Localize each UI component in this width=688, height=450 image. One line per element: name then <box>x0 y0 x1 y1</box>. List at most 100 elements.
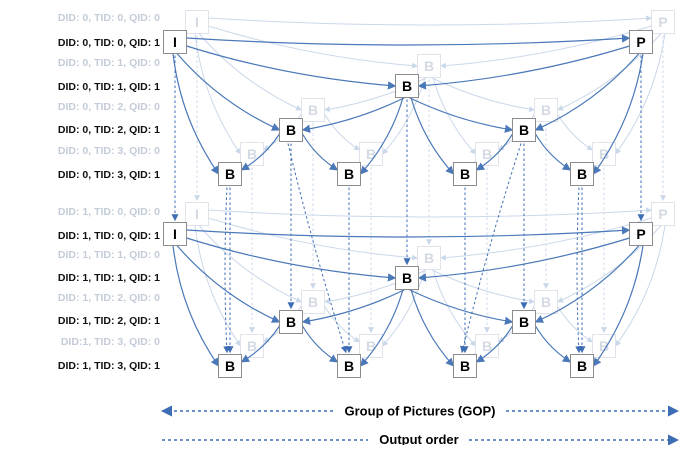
svg-text:B: B <box>286 314 296 330</box>
arrow-i-to-b3 <box>172 245 219 367</box>
frame-b-tid3: B <box>218 162 242 186</box>
svg-text:B: B <box>599 338 609 354</box>
frame-b-tid3: B <box>570 354 594 378</box>
base-arrow-b1-to-b3 <box>432 269 476 347</box>
layer-label-enhancement-quality: DID: 0, TID: 2, QID: 1 <box>58 124 160 136</box>
layer-label-base-quality: DID: 1, TID: 0, QID: 0 <box>58 206 160 218</box>
frame-b-tid2: B <box>512 118 536 142</box>
arrow-p-to-b3 <box>593 53 644 175</box>
frame-b-tid2: B <box>279 118 303 142</box>
svg-text:I: I <box>173 226 177 242</box>
base-arrow-i-to-b1 <box>208 25 419 69</box>
arrow-b1-to-b2 <box>301 96 406 133</box>
inter-layer-arrow <box>287 143 348 354</box>
base-arrow-b2-to-b3 <box>557 305 594 343</box>
base-frame-b-tid2: B <box>534 290 558 314</box>
svg-text:B: B <box>247 146 257 162</box>
layer-label-base-quality: DID: 1, TID: 1, QID: 0 <box>58 249 160 261</box>
arrow-b1-to-b3 <box>359 97 404 175</box>
frame-b-tid1: B <box>395 266 419 290</box>
arrow-b2-to-b3 <box>534 325 572 363</box>
svg-text:B: B <box>460 166 470 182</box>
frame-b-tid3: B <box>337 162 361 186</box>
base-frame-b-tid3: B <box>475 334 499 358</box>
arrow-i-to-p <box>186 34 631 46</box>
frame-b-tid3: B <box>453 354 477 378</box>
base-frame-b-tid3: B <box>359 334 383 358</box>
frame-b-tid3: B <box>218 354 242 378</box>
arrow-b1-to-b2 <box>408 96 514 133</box>
frame-p: P <box>629 222 653 246</box>
inter-layer-prediction-arrows <box>171 35 666 354</box>
frame-b-tid1: B <box>395 74 419 98</box>
frame-b-tid2: B <box>279 310 303 334</box>
arrow-p-to-b2 <box>534 53 640 131</box>
svg-text:P: P <box>658 206 667 222</box>
base-frame-b-tid1: B <box>417 246 441 270</box>
base-frame-p: P <box>651 202 675 226</box>
arrow-p-to-b1 <box>417 237 630 282</box>
svg-text:P: P <box>636 34 645 50</box>
svg-text:B: B <box>247 338 257 354</box>
arrow-b2-to-b3 <box>475 133 514 171</box>
enhancement-quality-frames: I PBB BB B B BI PBB BB B B B <box>163 30 653 378</box>
frame-b-tid2: B <box>512 310 536 334</box>
svg-text:B: B <box>366 146 376 162</box>
svg-text:B: B <box>308 102 318 118</box>
temporal-reference-arrows <box>172 34 644 367</box>
base-arrow-i-to-b2 <box>198 33 303 111</box>
base-frame-p: P <box>651 10 675 34</box>
base-arrow-b2-to-b3 <box>324 113 361 151</box>
svg-text:B: B <box>482 146 492 162</box>
base-arrow-p-to-b1 <box>439 25 652 69</box>
svg-text:B: B <box>366 338 376 354</box>
svg-text:B: B <box>541 294 551 310</box>
base-arrow-i-to-b3 <box>194 33 241 155</box>
arrow-b1-to-b3 <box>410 289 455 367</box>
base-frame-b-tid3: B <box>240 142 264 166</box>
layer-label-enhancement-quality: DID: 1, TID: 1, QID: 1 <box>58 272 160 284</box>
base-arrow-b2-to-b3 <box>324 305 361 343</box>
base-frame-b-tid3: B <box>240 334 264 358</box>
arrow-b2-to-b3 <box>301 325 339 363</box>
layer-label-base-quality: DID: 0, TID: 1, QID: 0 <box>58 57 160 69</box>
base-arrow-i-to-p <box>208 207 653 218</box>
inter-layer-arrow <box>575 187 583 354</box>
output-order-axis: Output order <box>162 432 680 447</box>
base-frame-i: I <box>185 202 209 226</box>
layer-label-enhancement-quality: DID: 1, TID: 0, QID: 1 <box>58 230 160 242</box>
svg-text:B: B <box>519 314 529 330</box>
base-frame-b-tid1: B <box>417 54 441 78</box>
layer-label-base-quality: DID: 0, TID: 2, QID: 0 <box>58 101 160 113</box>
svg-text:B: B <box>225 166 235 182</box>
svg-text:B: B <box>599 146 609 162</box>
svg-text:B: B <box>286 122 296 138</box>
frame-b-tid3: B <box>453 162 477 186</box>
svg-text:B: B <box>402 270 412 286</box>
base-arrow-i-to-b3 <box>194 225 241 347</box>
base-arrow-i-to-b1 <box>208 217 419 261</box>
base-arrow-b2-to-b3 <box>557 113 594 151</box>
base-frame-b-tid2: B <box>301 290 325 314</box>
base-frame-b-tid2: B <box>534 98 558 122</box>
base-arrow-p-to-b1 <box>439 217 652 261</box>
svg-text:P: P <box>636 226 645 242</box>
base-arrow-b1-to-b2 <box>430 269 536 305</box>
frame-i: I <box>163 222 187 246</box>
svg-text:I: I <box>195 206 199 222</box>
base-arrow-i-to-b2 <box>198 225 303 303</box>
svg-text:B: B <box>225 358 235 374</box>
svg-text:B: B <box>577 166 587 182</box>
layer-label-base-quality: DID:1, TID: 3, QID: 0 <box>61 336 160 348</box>
base-frame-b-tid3: B <box>359 142 383 166</box>
arrow-b1-to-b2 <box>301 288 406 325</box>
svg-text:B: B <box>424 58 434 74</box>
svg-text:B: B <box>482 338 492 354</box>
gop-label: Group of Pictures (GOP) <box>345 404 496 419</box>
arrow-i-to-b2 <box>176 53 281 131</box>
svg-text:B: B <box>424 250 434 266</box>
svg-text:B: B <box>519 122 529 138</box>
arrow-b2-to-b3 <box>475 325 514 363</box>
